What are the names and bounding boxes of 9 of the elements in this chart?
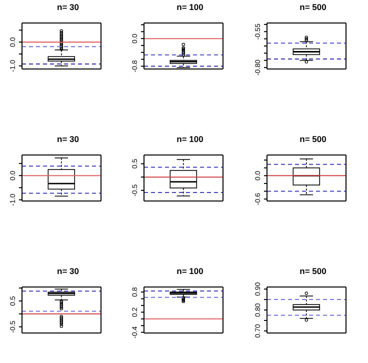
chart-title: n= 100	[176, 1, 204, 14]
chart-title: n= 500	[298, 133, 328, 146]
chart-title: n= 500	[298, 1, 328, 14]
chart-title: n= 30	[56, 1, 80, 14]
chart-title: n= 30	[56, 265, 80, 278]
chart-title: n= 100	[176, 265, 204, 278]
chart-title: n= 30	[56, 133, 80, 146]
chart-title: n= 500	[298, 265, 328, 278]
chart-title: n= 100	[176, 133, 204, 146]
